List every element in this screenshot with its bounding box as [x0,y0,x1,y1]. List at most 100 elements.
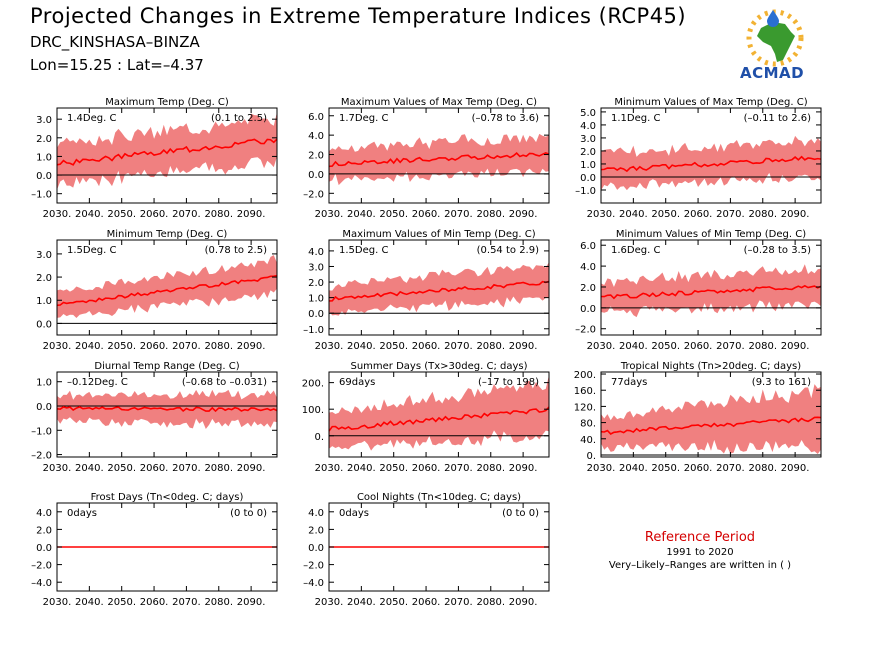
y-tick-label: 40. [580,435,596,446]
reference-period-title: Reference Period [644,530,756,545]
y-tick-label: 6.0 [580,241,596,252]
x-tick-label: 2090. [509,209,538,220]
x-tick-label: 2070. [444,597,473,608]
x-tick-label: 2070. [716,463,745,474]
plot-frame [56,239,278,336]
y-tick-label: 2.0 [308,278,324,289]
mean-line [600,416,822,435]
chart-title: Maximum Temp (Deg. C) [105,97,229,108]
mean-line [56,274,278,307]
y-tick-label: –1.0 [575,186,596,197]
y-tick-label: 0.0 [36,171,52,182]
x-tick-label: 2090. [781,209,810,220]
chart-title: Tropical Nights (Tn>20deg. C; days) [620,361,801,372]
x-tick-label: 2050. [651,463,680,474]
range-label: (–0.11 to 2.6) [744,113,811,124]
x-tick-label: 2030. [587,463,616,474]
y-tick-label: 2.0 [36,134,52,145]
range-band [57,389,277,429]
y-tick-label: 2.0 [580,147,596,158]
chart-title: Diurnal Temp Range (Deg. C) [94,361,239,372]
chart-title: Minimum Values of Max Temp (Deg. C) [614,97,807,108]
x-tick-label: 2070. [172,341,201,352]
plot-frame [600,107,822,204]
y-tick-label: 200. [574,370,596,381]
x-tick-label: 2030. [315,597,344,608]
x-tick-label: 2080. [748,209,777,220]
mean-line [56,138,278,166]
x-tick-label: 2050. [379,597,408,608]
x-tick-label: 2070. [444,463,473,474]
x-tick-label: 2040. [75,597,104,608]
y-tick-label: –1.0 [303,325,324,336]
water-drop-icon [767,10,779,27]
x-tick-label: 2060. [412,341,441,352]
mean-change-label: 69days [339,377,375,388]
y-tick-label: 4.0 [308,131,324,142]
x-tick-label: 2040. [75,209,104,220]
plot-frame [328,371,550,458]
x-tick-label: 2060. [140,209,169,220]
y-tick-label: 3.0 [36,250,52,261]
x-tick-label: 2090. [509,597,538,608]
range-band [601,384,821,455]
x-tick-label: 2090. [509,341,538,352]
x-tick-label: 2090. [509,463,538,474]
mean-change-label: –0.12Deg. C [67,377,128,388]
y-tick-label: 4.0 [36,508,52,519]
y-tick-label: 0. [586,451,596,462]
y-tick-label: 120. [574,402,596,413]
x-tick-label: 2070. [444,341,473,352]
y-tick-label: 3.0 [308,262,324,273]
y-tick-label: –2.0 [575,325,596,336]
y-tick-label: 0.0 [580,304,596,315]
x-tick-label: 2080. [204,209,233,220]
x-tick-label: 2060. [684,209,713,220]
x-tick-label: 2040. [75,463,104,474]
x-tick-label: 2030. [43,463,72,474]
y-tick-label: 3.0 [580,134,596,145]
sun-rays-icon [746,9,804,67]
x-tick-label: 2030. [315,463,344,474]
x-tick-label: 2050. [379,209,408,220]
mean-change-label: 1.7Deg. C [339,113,388,124]
chart-title: Minimum Temp (Deg. C) [107,229,228,240]
y-tick-label: 4.0 [308,508,324,519]
range-label: (–17 to 198) [478,377,539,388]
x-tick-label: 2050. [107,463,136,474]
x-tick-label: 2030. [43,209,72,220]
y-tick-label: 6.0 [308,112,324,123]
range-band [57,112,277,190]
mean-change-label: 1.5Deg. C [339,245,388,256]
x-tick-label: 2060. [684,341,713,352]
y-tick-label: 0.0 [36,402,52,413]
y-tick-label: 2.0 [36,273,52,284]
range-label: (0.1 to 2.5) [211,113,267,124]
y-tick-label: 100. [302,405,324,416]
x-tick-label: 2090. [237,209,266,220]
x-tick-label: 2060. [140,341,169,352]
mean-line [56,406,278,413]
mean-line [328,152,550,168]
x-tick-label: 2080. [204,463,233,474]
page-title: Projected Changes in Extreme Temperature… [30,4,687,28]
reference-period-years: 1991 to 2020 [666,547,734,558]
chart-title: Summer Days (Tx>30deg. C; days) [350,361,527,372]
logo-text: ACMAD [740,64,805,82]
y-tick-label: 3.0 [36,115,52,126]
range-band [329,262,549,316]
x-tick-label: 2040. [347,463,376,474]
range-band [329,375,549,451]
plot-frame [56,371,278,458]
mean-line [600,284,822,300]
chart-title: Maximum Values of Max Temp (Deg. C) [341,97,537,108]
x-tick-label: 2080. [204,341,233,352]
x-tick-label: 2090. [237,341,266,352]
x-tick-label: 2080. [476,597,505,608]
x-tick-label: 2040. [619,463,648,474]
x-tick-label: 2070. [172,463,201,474]
x-tick-label: 2040. [619,209,648,220]
x-tick-label: 2070. [716,341,745,352]
x-tick-label: 2080. [476,463,505,474]
chart-title: Maximum Values of Min Temp (Deg. C) [342,229,535,240]
